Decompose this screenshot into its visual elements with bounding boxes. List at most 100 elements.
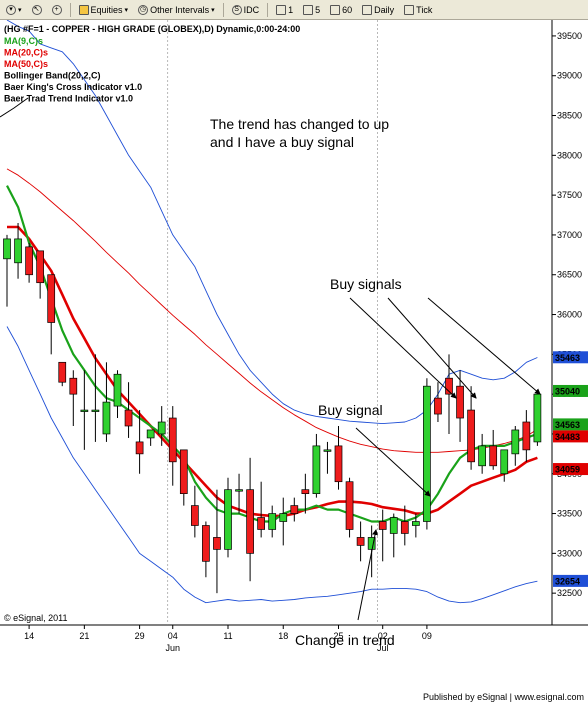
y-tick-label: 36000: [557, 310, 582, 320]
footer-publisher: Published by eSignal: [423, 692, 508, 702]
candle-up: [268, 513, 277, 530]
other-intervals-dropdown[interactable]: ◷ Other Intervals ▾: [134, 1, 219, 19]
tick-button[interactable]: Tick: [400, 1, 436, 19]
chevron-down-icon: ▾: [211, 6, 215, 14]
chart-title: (HG #F=1 - COPPER - HIGH GRADE (GLOBEX),…: [4, 24, 300, 34]
indicator-legend-label: Baer Trad Trend Indicator v1.0: [4, 94, 133, 104]
candle-down: [246, 489, 254, 554]
plot-area: [0, 20, 552, 625]
y-tick-label: 39500: [557, 31, 582, 41]
y-tick-label: 33000: [557, 548, 582, 558]
tick-button-label: Tick: [416, 4, 433, 15]
footer: Published by eSignal | www.esignal.com: [423, 692, 584, 702]
x-tick-label: 18: [278, 631, 288, 641]
square-icon: [330, 4, 341, 15]
plus-icon: +: [51, 4, 62, 15]
annotation-arrow: [355, 427, 431, 497]
ma50-line: [6, 168, 538, 453]
x-tick-label: 29: [135, 631, 145, 641]
candle-down: [124, 409, 133, 427]
candle-up: [423, 385, 431, 522]
candle-up: [235, 489, 243, 492]
idc-button[interactable]: S IDC: [228, 1, 264, 19]
annotation-trend-line2: and I have a buy signal: [210, 134, 354, 150]
candle-down: [356, 537, 365, 546]
candle-up: [102, 401, 111, 435]
chevron-down-icon: ▾: [124, 6, 129, 14]
daily-button[interactable]: Daily: [358, 1, 398, 19]
indicator-legend-label: MA(50,C)s: [4, 59, 48, 69]
price-label-value: 34483: [555, 432, 580, 442]
x-tick-label: 02: [378, 631, 388, 641]
candle-up: [157, 421, 166, 435]
candle-down: [25, 246, 33, 276]
toolbar-separator: [267, 2, 269, 17]
candle-down: [456, 385, 464, 419]
price-label-value: 35040: [555, 386, 580, 396]
candle-up: [312, 445, 321, 495]
candle-down: [467, 409, 475, 463]
y-tick-label: 32500: [557, 588, 582, 598]
price-label-box: [553, 430, 588, 443]
annotation-trend-line1: The trend has changed to up: [210, 116, 389, 132]
trend-indicator-line: [0, 97, 29, 118]
candle-down: [400, 521, 409, 534]
s-circle-icon: S: [231, 4, 242, 15]
annotation-change-in-trend: Change in trend: [295, 632, 395, 648]
square-icon: [362, 4, 373, 15]
y-tick-label: 39000: [557, 71, 582, 81]
interval-1-button[interactable]: 1: [272, 1, 297, 19]
candle-up: [478, 445, 486, 467]
idc-button-label: IDC: [243, 4, 260, 15]
equities-dropdown[interactable]: Equities ▾: [75, 1, 133, 19]
chevron-down-icon: ▾: [18, 6, 22, 14]
candle-up: [323, 449, 332, 452]
indicator-legend-label: Bollinger Band(20,2,C): [4, 71, 101, 81]
indicator-legend-label: Baer King's Cross Indicator v1.0: [4, 82, 142, 92]
y-tick-label: 33500: [557, 509, 582, 519]
candle-down: [434, 397, 442, 415]
candle-up: [3, 238, 11, 260]
annotation-arrow: [427, 297, 541, 395]
x-tick-label: 11: [223, 631, 232, 641]
candle-down: [36, 250, 45, 284]
candle-up: [412, 521, 420, 526]
candle-up: [91, 409, 100, 412]
candle-down: [58, 361, 67, 383]
footer-url[interactable]: www.esignal.com: [514, 692, 584, 702]
x-tick-label: 14: [24, 631, 34, 641]
candle-down: [290, 505, 299, 514]
annotation-arrow: [357, 529, 378, 621]
add-button[interactable]: +: [48, 1, 66, 19]
toolbar-separator: [222, 2, 224, 17]
candle-down: [69, 377, 78, 395]
copyright-label: © eSignal, 2011: [4, 613, 68, 623]
candle-down: [168, 417, 177, 463]
y-tick-label: 38000: [557, 150, 582, 160]
price-label-value: 35463: [555, 353, 580, 363]
y-tick-label: 37500: [557, 190, 582, 200]
y-tick-label: 38500: [557, 111, 582, 121]
interval-60-button-label: 60: [342, 4, 353, 15]
interval-5-button[interactable]: 5: [299, 1, 324, 19]
bollinger-lower-line: [6, 326, 538, 604]
candle-down: [334, 445, 343, 483]
symbol-dropdown[interactable]: ▾ ▾: [2, 1, 26, 19]
price-label-box: [553, 418, 588, 431]
annotation-arrow: [387, 297, 477, 399]
y-tick-label: 37000: [557, 230, 582, 240]
x-tick-label: 21: [79, 631, 89, 641]
cursor-tool[interactable]: ↖: [28, 1, 46, 19]
footer-separator: |: [509, 692, 512, 702]
square-icon: [276, 4, 287, 15]
chevron-down-icon: ▾: [6, 4, 16, 15]
x-month-label: Jul: [377, 643, 389, 653]
indicator-legend-label: MA(20,C)s: [4, 48, 48, 58]
annotation-arrow: [349, 297, 457, 399]
clock-icon: ◷: [138, 4, 149, 15]
candle-up: [389, 517, 398, 534]
interval-60-button[interactable]: 60: [326, 1, 356, 19]
candle-down: [213, 537, 221, 550]
toolbar: ▾ ▾ ↖ + Equities ▾ ◷ Other Intervals ▾ S IDC 1 5 60 Da…: [0, 0, 588, 20]
